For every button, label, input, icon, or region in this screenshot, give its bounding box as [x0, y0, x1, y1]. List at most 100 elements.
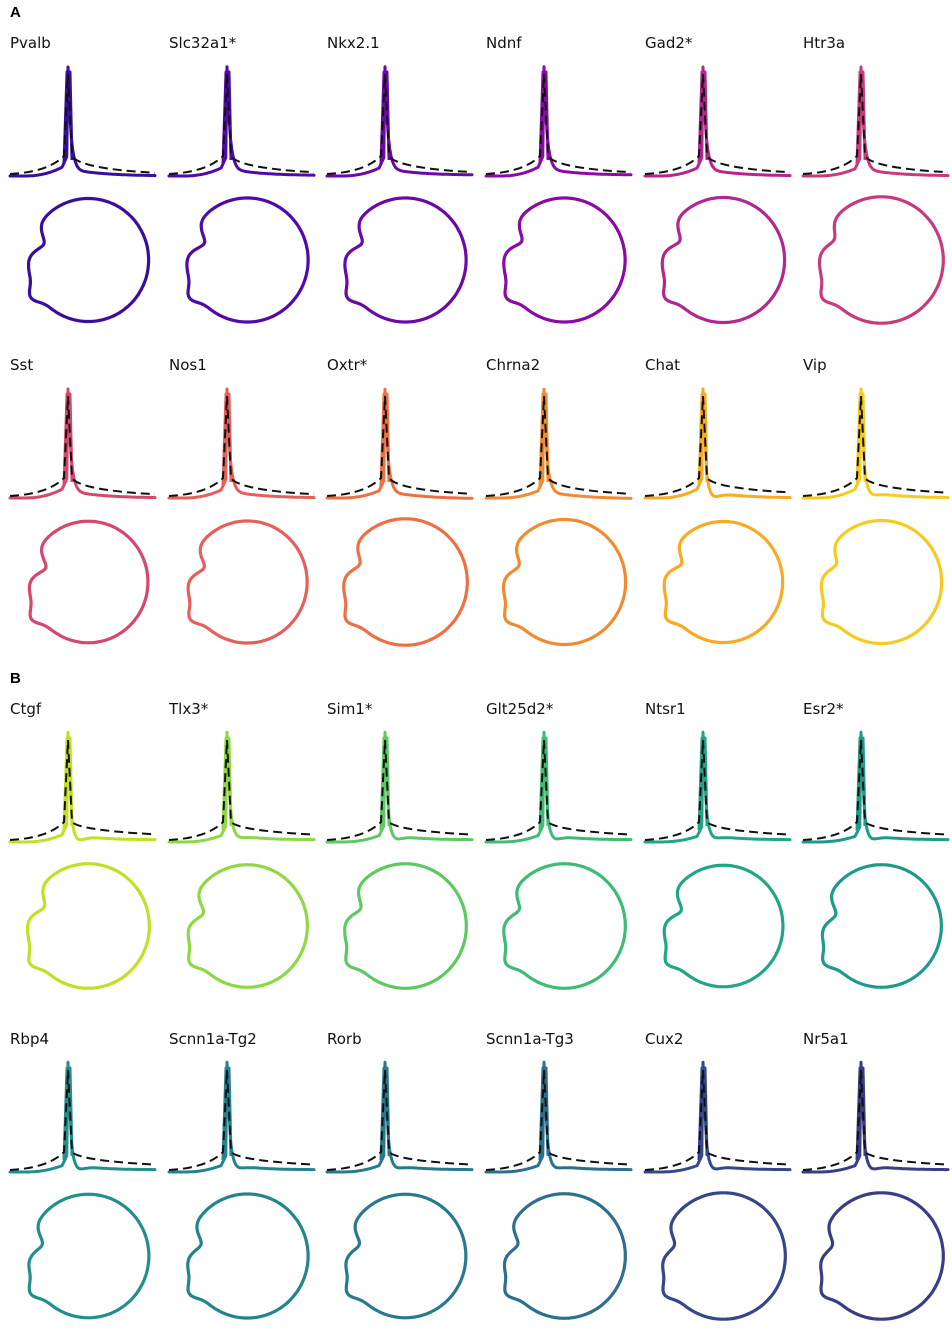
voltage-trace	[167, 730, 316, 844]
cell-slc32a1-: Slc32a1*	[167, 34, 316, 324]
cell-label: Cux2	[645, 1030, 683, 1048]
cell-label: Scnn1a-Tg2	[169, 1030, 257, 1048]
phase-loop	[186, 519, 309, 645]
cell-glt25d2-: Glt25d2*	[484, 700, 633, 990]
cell-ctgf: Ctgf	[8, 700, 157, 990]
phase-loop	[186, 863, 309, 989]
cell-label: Oxtr*	[327, 356, 368, 374]
cell-rorb: Rorb	[325, 1030, 474, 1320]
phase-loop	[185, 196, 310, 324]
model-fit-trace	[168, 1069, 315, 1171]
cell-nos1: Nos1	[167, 356, 316, 645]
phase-loop	[819, 518, 944, 646]
cell-label: Tlx3*	[168, 700, 209, 718]
voltage-trace	[643, 1060, 792, 1174]
phase-loop	[26, 196, 151, 324]
cell-cux2: Cux2	[643, 1030, 792, 1321]
cell-scnn1a-tg2: Scnn1a-Tg2	[167, 1030, 316, 1320]
phase-loop	[25, 862, 151, 990]
model-fit-trace	[485, 739, 632, 841]
cell-label: Pvalb	[10, 34, 51, 52]
voltage-trace	[484, 65, 633, 178]
cell-label: Ntsr1	[645, 700, 686, 718]
cell-oxtr-: Oxtr*	[325, 356, 474, 647]
voltage-trace	[801, 1060, 950, 1174]
phase-loop	[27, 1192, 151, 1320]
cell-ndnf: Ndnf	[484, 34, 633, 324]
phase-loop	[502, 196, 627, 324]
voltage-trace	[325, 730, 474, 844]
cell-label: Nos1	[169, 356, 207, 374]
cell-label: Rorb	[327, 1030, 362, 1048]
cell-label: Nkx2.1	[327, 34, 380, 52]
phase-loop	[502, 862, 627, 990]
cell-label: Vip	[803, 356, 827, 374]
cell-label: Slc32a1*	[169, 34, 237, 52]
cell-chat: Chat	[643, 356, 792, 645]
cell-label: Htr3a	[803, 34, 845, 52]
model-fit-trace	[168, 395, 315, 497]
model-fit-trace	[485, 395, 632, 497]
model-fit-trace	[326, 395, 473, 497]
cell-pvalb: Pvalb	[8, 34, 157, 324]
model-fit-trace	[168, 73, 315, 175]
cell-label: Ctgf	[10, 700, 42, 718]
model-fit-trace	[485, 1069, 632, 1171]
cell-gad2-: Gad2*	[643, 34, 792, 325]
cell-label: Sst	[10, 356, 33, 374]
phase-loop	[27, 519, 150, 645]
model-fit-trace	[326, 73, 473, 175]
model-fit-trace	[644, 739, 791, 841]
cell-tlx3-: Tlx3*	[167, 700, 316, 989]
cell-chrna2: Chrna2	[484, 356, 633, 647]
cell-label: Scnn1a-Tg3	[486, 1030, 574, 1048]
cell-ntsr1: Ntsr1	[643, 700, 792, 989]
voltage-trace	[484, 1060, 633, 1174]
model-fit-trace	[9, 1069, 156, 1171]
panel-label-b: B	[10, 670, 21, 687]
voltage-trace	[8, 1060, 157, 1174]
phase-loop	[661, 1191, 787, 1321]
model-fit-trace	[326, 1069, 473, 1171]
model-fit-trace	[802, 395, 949, 497]
cell-label: Chrna2	[486, 356, 540, 374]
model-fit-trace	[802, 1069, 949, 1171]
voltage-trace	[8, 387, 157, 500]
cell-label: Esr2*	[803, 700, 844, 718]
phase-loop	[660, 195, 787, 325]
voltage-trace	[8, 65, 157, 178]
model-fit-trace	[644, 395, 791, 497]
cell-sim1-: Sim1*	[325, 700, 474, 990]
cell-nkx2-1: Nkx2.1	[325, 34, 474, 324]
cell-scnn1a-tg3: Scnn1a-Tg3	[484, 1030, 633, 1320]
voltage-trace	[801, 387, 950, 500]
cell-rbp4: Rbp4	[8, 1030, 157, 1320]
cell-label: Glt25d2*	[486, 700, 554, 718]
cell-vip: Vip	[801, 356, 950, 646]
cell-label: Ndnf	[486, 34, 522, 52]
model-fit-trace	[326, 739, 473, 841]
phase-loop	[344, 1192, 468, 1320]
cell-label: Sim1*	[327, 700, 373, 718]
voltage-trace	[167, 65, 316, 178]
phase-loop	[502, 1192, 627, 1320]
model-fit-trace	[802, 739, 949, 841]
phase-loop	[662, 519, 785, 645]
model-fit-trace	[644, 1069, 791, 1171]
cell-label: Nr5a1	[803, 1030, 849, 1048]
phase-loop	[662, 863, 785, 989]
model-fit-trace	[168, 739, 315, 841]
voltage-trace	[643, 387, 792, 500]
model-fit-trace	[9, 739, 156, 841]
model-fit-trace	[644, 73, 791, 175]
model-fit-trace	[802, 73, 949, 175]
phase-loop	[820, 863, 943, 989]
voltage-trace	[325, 65, 474, 178]
phase-loop	[501, 517, 628, 647]
model-fit-trace	[9, 73, 156, 175]
phase-loop	[343, 196, 468, 324]
phase-loop	[186, 1192, 310, 1320]
voltage-trace	[484, 730, 633, 844]
phase-loop	[343, 862, 468, 990]
